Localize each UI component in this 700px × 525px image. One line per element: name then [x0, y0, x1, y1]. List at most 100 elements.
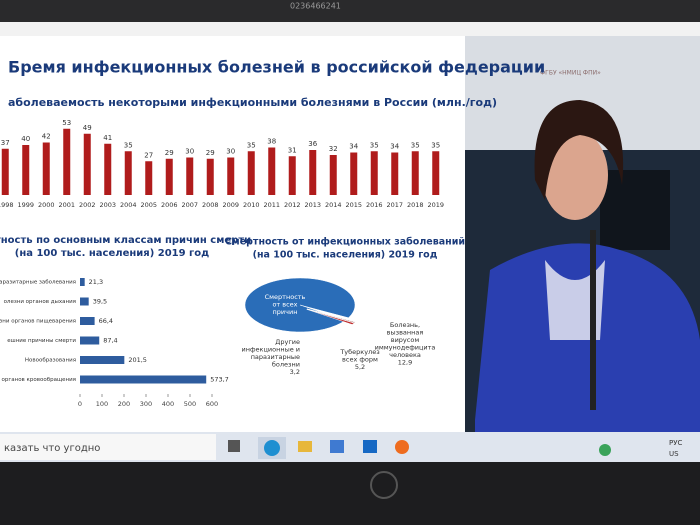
value-label: 35	[124, 141, 133, 149]
task-view-icon[interactable]	[228, 440, 240, 452]
bar	[268, 147, 276, 195]
chair	[600, 170, 670, 250]
value-label: 30	[185, 148, 194, 156]
value-label: 49	[83, 124, 92, 132]
value-label: 201,5	[128, 356, 147, 364]
browser-bar	[0, 22, 700, 36]
value-label: 35	[370, 141, 379, 149]
value-label: 21,3	[89, 278, 103, 286]
y-tick-label: езни органов кровообращения	[0, 377, 76, 383]
explorer-icon[interactable]	[298, 441, 312, 452]
value-label: 87,4	[103, 337, 117, 345]
bar	[309, 150, 317, 195]
value-label: 37	[1, 139, 10, 147]
face	[542, 130, 608, 220]
chart-title: (на 100 тыс. населения) 2019 год	[15, 248, 209, 259]
bar	[1, 148, 9, 195]
slide	[0, 36, 465, 432]
bezel-bottom	[0, 462, 700, 525]
hair	[534, 100, 624, 200]
value-label: 32	[329, 145, 338, 153]
value-label: 38	[267, 138, 276, 146]
slice-label: Смертность от всех причин	[265, 293, 306, 316]
value-label: 36	[308, 140, 317, 148]
bar	[411, 151, 419, 195]
bar	[80, 336, 100, 345]
url: 0236466241	[290, 2, 341, 11]
value-label: 31	[288, 146, 297, 154]
y-tick-label: которые инфекционные и паразитарные забо…	[0, 280, 76, 286]
value-label: 30	[226, 148, 235, 156]
bar	[206, 158, 214, 195]
x-tick-label: 2014	[325, 201, 342, 209]
x-tick-label: 2018	[407, 201, 424, 209]
store-icon[interactable]	[330, 440, 344, 453]
x-tick-label: 600	[206, 400, 218, 408]
pie-slice	[306, 308, 356, 324]
y-tick-label: Новообразования	[25, 358, 76, 364]
bar	[350, 152, 358, 195]
bar	[83, 133, 91, 195]
firefox-icon[interactable]	[395, 440, 409, 454]
x-tick-label: 500	[184, 400, 196, 408]
x-tick-label: 2017	[386, 201, 403, 209]
slice-label: Туберкулез всех форм	[339, 348, 380, 363]
x-tick-label: 1999	[17, 201, 34, 209]
bar	[227, 157, 235, 195]
bar	[247, 151, 255, 195]
value-label: 5,2	[355, 363, 365, 371]
tray-icon[interactable]	[599, 444, 611, 456]
y-tick-label: езни органов пищеварения	[0, 319, 76, 325]
chart-title: (на 100 тыс. населения) 2019 год	[253, 250, 438, 261]
x-tick-label: 2000	[38, 201, 55, 209]
search-box[interactable]	[0, 434, 216, 460]
bar	[432, 151, 440, 195]
layout[interactable]: US	[669, 450, 679, 458]
bar	[80, 317, 95, 325]
logo: ФГБУ «НМИЦ ФПИ»	[540, 70, 601, 77]
x-tick-label: 2002	[79, 201, 96, 209]
value-label: 573,7	[210, 376, 229, 384]
bar	[186, 157, 194, 195]
x-tick-label: 2001	[58, 201, 75, 209]
chart-title: аболеваемость некоторыми инфекционными б…	[8, 96, 497, 109]
bar	[124, 151, 132, 195]
value-label: 29	[165, 149, 174, 157]
slice-label: Болезнь, вызванная вирусом иммунодефицита че…	[375, 321, 436, 359]
hp-logo	[370, 471, 398, 499]
x-tick-label: 200	[118, 400, 130, 408]
bar	[288, 156, 296, 195]
x-tick-label: 2009	[222, 201, 239, 209]
pie-slice	[306, 309, 355, 325]
bar	[22, 145, 30, 195]
value-label: 29	[206, 149, 215, 157]
language[interactable]: РУС	[669, 439, 682, 447]
value-label: 35	[411, 141, 420, 149]
x-tick-label: 300	[140, 400, 152, 408]
x-tick-label: 2008	[202, 201, 219, 209]
bar	[42, 142, 50, 195]
outlook-icon[interactable]	[363, 440, 377, 453]
x-tick-label: 100	[96, 400, 108, 408]
bar	[165, 158, 173, 195]
bar	[370, 151, 378, 195]
value-label: 41	[103, 134, 112, 142]
x-tick-label: 2011	[263, 201, 280, 209]
x-tick-label: 2012	[284, 201, 301, 209]
value-label: 42	[42, 133, 51, 141]
value-label: 39,5	[93, 298, 107, 306]
value-label: 40	[21, 135, 30, 143]
bar	[80, 297, 89, 306]
bar	[104, 143, 112, 195]
slice-label: Другие инфекционные и паразитарные болезни	[241, 338, 300, 368]
value-label: 27	[144, 151, 153, 159]
bar	[145, 161, 153, 195]
bar	[80, 375, 207, 384]
value-label: 35	[431, 141, 440, 149]
chart-title: Смертность от инфекционных заболеваний	[225, 237, 465, 248]
x-tick-label: 2005	[140, 201, 157, 209]
value-label: 3,2	[290, 368, 300, 376]
value-label: 34	[390, 143, 399, 151]
